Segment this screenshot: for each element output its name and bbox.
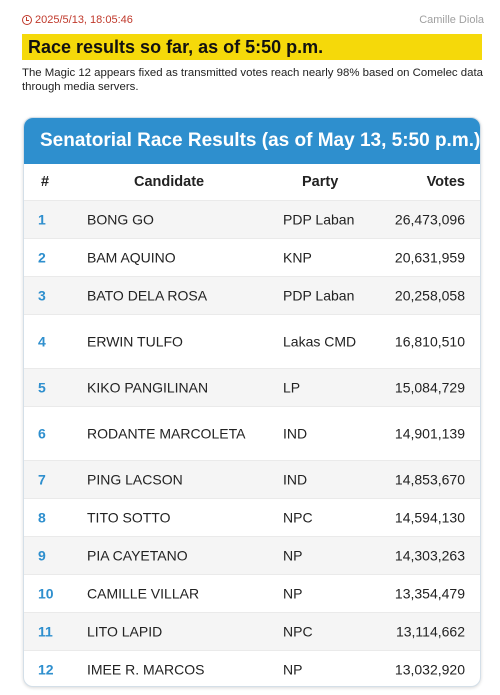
party-cell: IND [283,471,308,487]
party-cell: NP [283,547,303,563]
candidate-cell: TITO SOTTO [87,509,171,525]
timestamp: 2025/5/13, 18:05:46 [22,14,133,26]
rank-cell: 5 [38,379,46,395]
candidate-cell: BAM AQUINO [87,249,176,265]
author-name: Camille Diola [419,14,484,26]
headline: Race results so far, as of 5:50 p.m. [22,34,482,60]
header-candidate: Candidate [134,174,205,190]
votes-cell: 14,901,139 [394,425,465,441]
rank-cell: 8 [38,509,46,525]
party-cell: NP [283,661,303,677]
table-row: 8 TITO SOTTO NPC 14,594,130 [24,498,480,536]
candidate-cell: ERWIN TULFO [87,333,183,349]
votes-cell: 14,594,130 [394,509,465,525]
table-row: 7 PING LACSON IND 14,853,670 [24,460,480,498]
party-cell: Lakas CMD [283,333,357,349]
rank-cell: 9 [38,547,46,563]
table-row: 11 LITO LAPID NPC 13,114,662 [24,612,480,650]
header-votes: Votes [426,174,465,190]
votes-cell: 15,084,729 [394,379,465,395]
votes-cell: 13,114,662 [395,623,465,639]
table-row: 6 RODANTE MARCOLETA IND 14,901,139 [24,406,480,460]
rank-cell: 4 [38,333,46,349]
table-row: 10 CAMILLE VILLAR NP 13,354,479 [24,574,480,612]
table-title: Senatorial Race Results (as of May 13, 5… [24,118,480,164]
party-cell: NPC [283,623,313,639]
rank-cell: 6 [38,425,46,441]
votes-cell: 14,853,670 [394,471,465,487]
clock-icon [22,15,32,25]
article-meta: 2025/5/13, 18:05:46 Camille Diola [22,14,484,30]
party-cell: IND [283,425,308,441]
rank-cell: 7 [38,471,46,487]
party-cell: KNP [283,249,312,265]
table-row: 12 IMEE R. MARCOS NP 13,032,920 [24,650,480,686]
rank-cell: 1 [38,211,46,227]
candidate-cell: BATO DELA ROSA [87,287,208,303]
timestamp-text: 2025/5/13, 18:05:46 [35,14,133,26]
candidate-cell: IMEE R. MARCOS [87,661,205,677]
candidate-cell: CAMILLE VILLAR [87,585,200,601]
party-cell: PDP Laban [283,287,355,303]
table-row: 1 BONG GO PDP Laban 26,473,096 [24,200,480,238]
candidate-cell: KIKO PANGILINAN [87,379,209,395]
rank-cell: 10 [38,585,54,601]
rank-cell: 11 [38,623,53,639]
votes-cell: 13,032,920 [394,661,465,677]
candidate-cell: RODANTE MARCOLETA [87,425,246,441]
candidate-cell: LITO LAPID [87,623,163,639]
rank-cell: 3 [38,287,46,303]
votes-cell: 20,631,959 [394,249,465,265]
rank-cell: 12 [38,661,54,677]
party-cell: PDP Laban [283,211,355,227]
party-cell: NPC [283,509,313,525]
table-row: 3 BATO DELA ROSA PDP Laban 20,258,058 [24,276,480,314]
table-row: 2 BAM AQUINO KNP 20,631,959 [24,238,480,276]
candidate-cell: PIA CAYETANO [87,547,188,563]
candidate-cell: PING LACSON [87,471,183,487]
results-table-card: Senatorial Race Results (as of May 13, 5… [23,117,481,687]
votes-cell: 14,303,263 [394,547,465,563]
votes-cell: 13,354,479 [394,585,465,601]
table-row: 9 PIA CAYETANO NP 14,303,263 [24,536,480,574]
table-row: 4 ERWIN TULFO Lakas CMD 16,810,510 [24,314,480,368]
votes-cell: 26,473,096 [394,211,465,227]
party-cell: LP [283,379,301,395]
candidate-cell: BONG GO [87,211,154,227]
header-party: Party [302,174,339,190]
rank-cell: 2 [38,249,46,265]
table-body: 1 BONG GO PDP Laban 26,473,096 2 BAM AQUINO KN… [24,200,480,686]
description: The Magic 12 appears fixed as transmitte… [22,67,483,93]
table-row: 5 KIKO PANGILINAN LP 15,084,729 [24,368,480,406]
votes-cell: 16,810,510 [394,333,465,349]
table-header-row: # Candidate Party Votes [24,164,480,200]
header-rank: # [41,174,50,190]
party-cell: NP [283,585,303,601]
votes-cell: 20,258,058 [394,287,465,303]
